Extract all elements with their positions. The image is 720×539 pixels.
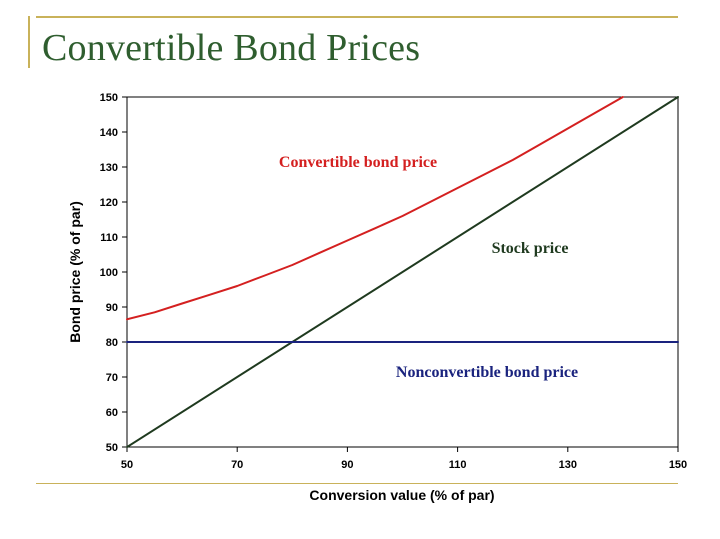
stock-price-line <box>126 96 679 448</box>
x-tick-label: 130 <box>559 459 577 471</box>
x-tick-label: 50 <box>121 459 133 471</box>
y-axis-title: Bond price (% of par) <box>67 201 83 343</box>
convertible-bond-price-line <box>126 96 624 321</box>
y-tick-label: 150 <box>100 92 118 104</box>
slide-title: Convertible Bond Prices <box>42 27 421 69</box>
y-tick-label: 80 <box>106 337 118 349</box>
y-tick-label: 110 <box>100 232 118 244</box>
series-labels: Convertible bond price Stock price Nonconv… <box>279 154 578 381</box>
series-lines <box>126 96 679 448</box>
x-tick-label: 70 <box>231 459 243 471</box>
x-tick-label: 150 <box>669 459 687 471</box>
y-axis: 50 60 70 80 90 100 110 120 130 140 150 <box>100 92 127 454</box>
y-tick-label: 90 <box>106 302 118 314</box>
x-axis: 50 70 90 110 130 150 <box>121 447 687 471</box>
nonconvertible-bond-price-label: Nonconvertible bond price <box>396 364 578 381</box>
convertible-bond-price-label: Convertible bond price <box>279 154 437 171</box>
y-tick-label: 130 <box>100 162 118 174</box>
x-axis-title: Conversion value (% of par) <box>309 487 494 503</box>
y-tick-label: 120 <box>100 197 118 209</box>
stock-price-label: Stock price <box>492 240 569 257</box>
footer-rule <box>36 483 678 484</box>
y-tick-label: 50 <box>106 442 118 454</box>
y-tick-label: 100 <box>100 267 118 279</box>
title-rule-left <box>28 16 30 68</box>
x-tick-label: 110 <box>449 459 467 471</box>
y-tick-label: 70 <box>106 372 118 384</box>
x-tick-label: 90 <box>341 459 353 471</box>
title-rule-top <box>36 16 678 18</box>
y-tick-label: 60 <box>106 407 118 419</box>
y-tick-label: 140 <box>100 127 118 139</box>
